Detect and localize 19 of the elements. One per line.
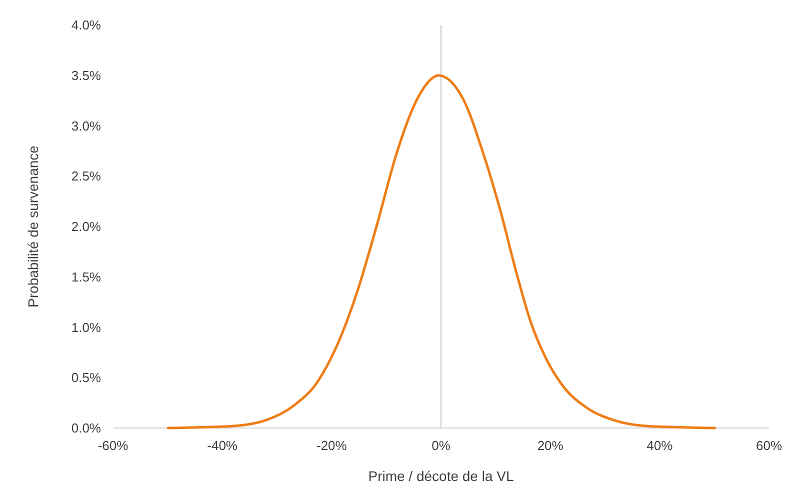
y-axis-title: Probabilité de survenance xyxy=(25,145,41,308)
y-tick-label: 4.0% xyxy=(71,18,102,33)
y-tick-label: 1.0% xyxy=(71,320,102,335)
y-tick-label: 2.0% xyxy=(71,219,102,234)
x-tick-label: 0% xyxy=(432,438,451,453)
x-tick-label: -40% xyxy=(207,438,238,453)
line-series xyxy=(166,74,716,430)
x-axis-title: Prime / décote de la VL xyxy=(368,468,514,484)
x-tick-label: 40% xyxy=(646,438,674,453)
y-tick-label: 0.5% xyxy=(71,370,102,386)
x-tick-label: 20% xyxy=(537,438,564,453)
x-tick-label: -20% xyxy=(316,438,348,453)
y-tick-label: 3.0% xyxy=(71,118,102,134)
x-tick-label: -60% xyxy=(98,438,129,453)
y-tick-label: 2.5% xyxy=(71,168,102,184)
y-tick-label: 0.0% xyxy=(71,420,102,436)
y-tick-label: 3.5% xyxy=(71,68,102,83)
x-tick-label: 60% xyxy=(756,438,782,453)
y-tick-label: 1.5% xyxy=(71,269,102,284)
